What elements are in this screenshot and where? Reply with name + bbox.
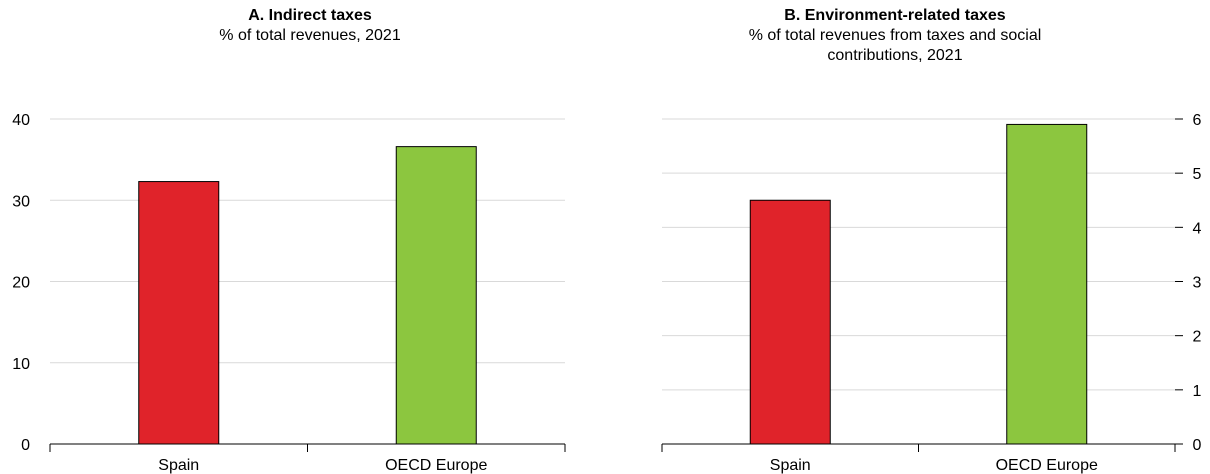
panel-a-bar-spain [138,181,220,445]
panel-b-subtitle-line-2: contributions, 2021 [827,47,963,64]
panel-a-title-block: A. Indirect taxes % of total revenues, 2… [60,6,560,46]
panel-b-category-label: OECD Europe [996,457,1098,474]
panel-b-ytick-label: 1 [1193,383,1202,400]
panel-b-chart: 0 1 2 3 4 5 6 Spain OECD Europe [661,112,1202,474]
panel-b-ytick-label: 0 [1193,437,1202,454]
panel-b-subtitle-line-1: % of total revenues from taxes and socia… [748,27,1042,44]
panel-a-subtitle: % of total revenues, 2021 [219,27,401,44]
panel-a-category-label: Spain [158,457,199,474]
panel-b-bar-spain [749,199,831,445]
panel-a-ytick-label: 0 [21,437,30,454]
panel-a-ytick-label: 40 [12,112,30,129]
panel-b-title-block: B. Environment-related taxes % of total … [645,6,1145,66]
panel-a-ytick-label: 10 [12,356,30,373]
panel-b-category-label: Spain [770,457,811,474]
panel-b-ytick-label: 4 [1193,220,1202,237]
panel-b-title: B. Environment-related taxes [784,7,1006,24]
panel-b-ytick-label: 2 [1193,329,1202,346]
panel-b-ytick-label: 5 [1193,166,1202,183]
panel-b-ytick-label: 3 [1193,275,1202,292]
panel-a-ytick-label: 20 [12,275,30,292]
panel-a-title: A. Indirect taxes [248,7,372,24]
panel-b-bar-oecd-europe [1006,123,1088,445]
panel-a-bar-oecd-europe [395,146,477,445]
panel-a-ytick-label: 30 [12,193,30,210]
panel-a-category-label: OECD Europe [385,457,487,474]
panel-b-ytick-label: 6 [1193,112,1202,129]
panel-a-chart: 0 10 20 30 40 Spain OECD Europe [12,112,566,474]
